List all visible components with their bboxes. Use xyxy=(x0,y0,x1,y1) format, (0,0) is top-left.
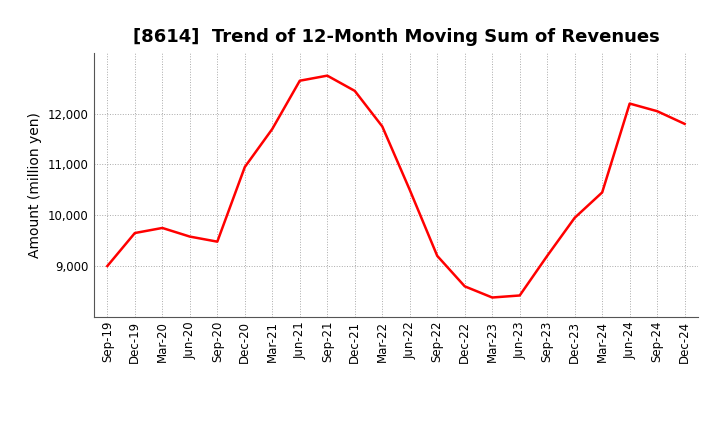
Title: [8614]  Trend of 12-Month Moving Sum of Revenues: [8614] Trend of 12-Month Moving Sum of R… xyxy=(132,28,660,46)
Y-axis label: Amount (million yen): Amount (million yen) xyxy=(28,112,42,258)
